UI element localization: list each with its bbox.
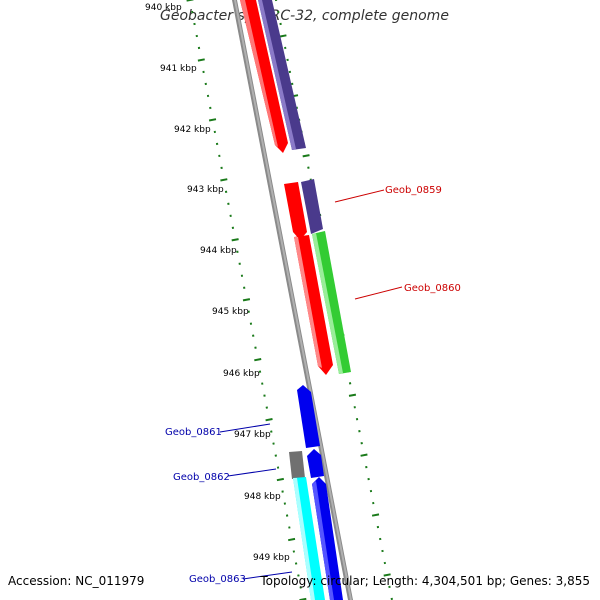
forward-strand-genes xyxy=(258,0,351,600)
accession-text: Accession: NC_011979 xyxy=(8,574,145,588)
ruler-major-tick xyxy=(231,238,239,242)
ruler-major-tick xyxy=(186,0,194,2)
ruler-major-tick xyxy=(265,418,273,422)
ruler-major-tick xyxy=(279,34,287,38)
reverse-strand-genes xyxy=(240,0,333,600)
kbp-label: 940 kbp xyxy=(145,3,182,13)
kbp-label: 946 kbp xyxy=(223,369,260,379)
gene-label-geob-0859[interactable]: Geob_0859 xyxy=(385,185,442,196)
gene-grey[interactable] xyxy=(289,451,305,479)
gene-label-geob-0860[interactable]: Geob_0860 xyxy=(404,283,461,294)
ruler-track xyxy=(186,0,307,600)
kbp-label: 948 kbp xyxy=(244,492,281,502)
kbp-label: 945 kbp xyxy=(212,307,249,317)
kbp-label: 943 kbp xyxy=(187,185,224,195)
gene-label-leaders xyxy=(219,189,403,580)
kbp-labels: 940 kbp 941 kbp 942 kbp 943 kbp 944 kbp … xyxy=(145,3,290,563)
map-title: Geobacter sp. FRC-32, complete genome xyxy=(160,8,449,24)
kbp-label: 942 kbp xyxy=(174,125,211,135)
kbp-label: 947 kbp xyxy=(234,430,271,440)
ruler-major-tick xyxy=(302,154,310,158)
ruler-major-tick xyxy=(197,58,205,62)
gene-label-geob-0863[interactable]: Geob_0863 xyxy=(189,574,246,585)
ruler-major-tick xyxy=(288,537,296,542)
gene-label-geob-0862[interactable]: Geob_0862 xyxy=(173,472,230,483)
gene-labels: Geob_0859 Geob_0860 Geob_0861 Geob_0862 … xyxy=(165,185,461,585)
gene-red-2[interactable] xyxy=(284,182,307,240)
ruler-major-tick xyxy=(242,298,251,302)
kbp-label: 949 kbp xyxy=(253,553,290,563)
kbp-label: 941 kbp xyxy=(160,64,197,74)
gene-blue-2[interactable] xyxy=(307,449,324,478)
genome-backbone xyxy=(232,0,353,600)
kbp-label: 944 kbp xyxy=(200,246,237,256)
ruler-major-tick xyxy=(276,477,284,482)
ruler-major-tick xyxy=(254,358,262,362)
ruler-major-tick xyxy=(383,573,391,577)
ruler-major-tick xyxy=(360,453,368,457)
gene-blue-1[interactable] xyxy=(297,385,320,448)
ruler-major-tick xyxy=(208,118,217,122)
genome-summary-text: Topology: circular; Length: 4,304,501 bp… xyxy=(260,574,590,588)
ruler-major-tick xyxy=(371,513,380,517)
ruler-major-tick xyxy=(220,178,228,182)
gene-label-geob-0861[interactable]: Geob_0861 xyxy=(165,427,222,438)
ruler-major-tick xyxy=(348,393,357,397)
gene-purple-2[interactable] xyxy=(301,179,323,234)
